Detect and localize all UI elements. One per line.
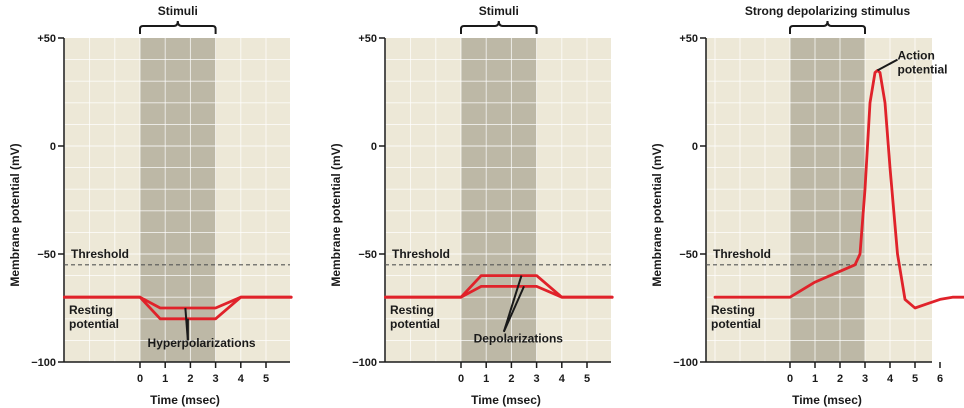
annotation-pointer (502, 285, 525, 333)
threshold-label: Threshold (71, 247, 129, 261)
x-tick-label: 3 (534, 373, 540, 385)
resting-label-line2: potential (69, 317, 119, 331)
x-tick-label: 3 (862, 373, 868, 385)
y-tick-label: 0 (50, 141, 56, 153)
stimulus-band (790, 38, 865, 362)
annotation-label: Depolarizations (474, 332, 564, 346)
x-tick-label: 0 (458, 373, 464, 385)
annotation-label: potential (898, 63, 948, 77)
x-tick-label: 4 (887, 373, 894, 385)
resting-label-line1: Resting (69, 303, 113, 317)
y-tick-label: +50 (358, 33, 377, 45)
stimulus-band (461, 38, 537, 362)
y-tick-label: −100 (673, 357, 698, 369)
resting-label-line2: potential (390, 317, 440, 331)
annotation-label: Action (898, 49, 935, 63)
annotation-label: Hyperpolarizations (148, 336, 256, 350)
x-tick-label: 1 (162, 373, 168, 385)
x-tick-label: 0 (787, 373, 793, 385)
y-tick-label: 0 (371, 141, 377, 153)
series-line-2 (384, 284, 614, 299)
stimulus-brace (460, 20, 538, 34)
y-tick-label: +50 (37, 33, 56, 45)
resting-label-line1: Resting (711, 303, 755, 317)
x-tick-label: 1 (483, 373, 489, 385)
chart-title: Strong depolarizing stimulus (745, 4, 911, 18)
y-tick-label: −50 (358, 249, 377, 261)
x-tick-label: 1 (812, 373, 818, 385)
x-tick-label: 6 (937, 373, 943, 385)
x-tick-label: 5 (584, 373, 590, 385)
x-tick-label: 4 (559, 373, 566, 385)
y-tick-label: −50 (37, 249, 56, 261)
x-tick-label: 5 (912, 373, 918, 385)
annotation-pointer (877, 58, 898, 72)
y-tick-label: +50 (679, 33, 698, 45)
y-tick-label: −100 (352, 357, 377, 369)
x-tick-label: 2 (508, 373, 514, 385)
threshold-label: Threshold (713, 247, 771, 261)
chart-title: Stimuli (479, 4, 519, 18)
stimulus-brace (789, 20, 866, 34)
y-axis-label: Membrane potential (mV) (8, 143, 22, 286)
stimulus-band (140, 38, 216, 362)
x-tick-label: 3 (213, 373, 219, 385)
y-tick-label: −50 (679, 249, 698, 261)
y-axis-label: Membrane potential (mV) (650, 143, 664, 286)
threshold-label: Threshold (392, 247, 450, 261)
chart-action-potential: +50 0 −50 −100 0 1 2 3 4 5 6 Time (msec) Membrane po… (650, 4, 964, 407)
y-axis-label: Membrane potential (mV) (329, 143, 343, 286)
chart-hyperpolarization: +50 0 −50 −100 0 1 2 3 4 5 Time (msec) Membrane pot… (8, 4, 293, 407)
x-axis-label: Time (msec) (150, 393, 220, 407)
x-tick-label: 5 (263, 373, 269, 385)
x-tick-label: 4 (238, 373, 245, 385)
x-axis-label: Time (msec) (471, 393, 541, 407)
stimulus-brace (139, 20, 217, 34)
x-axis-label: Time (msec) (792, 393, 862, 407)
annotation-pointer (184, 307, 189, 341)
chart-depolarization: +50 0 −50 −100 0 1 2 3 4 5 Time (msec) Membrane pot… (329, 4, 614, 407)
x-tick-label: 0 (137, 373, 143, 385)
y-tick-label: 0 (692, 141, 698, 153)
series-line-1 (713, 69, 964, 310)
resting-label-line2: potential (711, 317, 761, 331)
resting-label-line1: Resting (390, 303, 434, 317)
annotation-pointer (502, 275, 523, 333)
y-tick-label: −100 (31, 357, 56, 369)
chart-title: Stimuli (158, 4, 198, 18)
x-tick-label: 2 (187, 373, 193, 385)
x-tick-label: 2 (837, 373, 843, 385)
